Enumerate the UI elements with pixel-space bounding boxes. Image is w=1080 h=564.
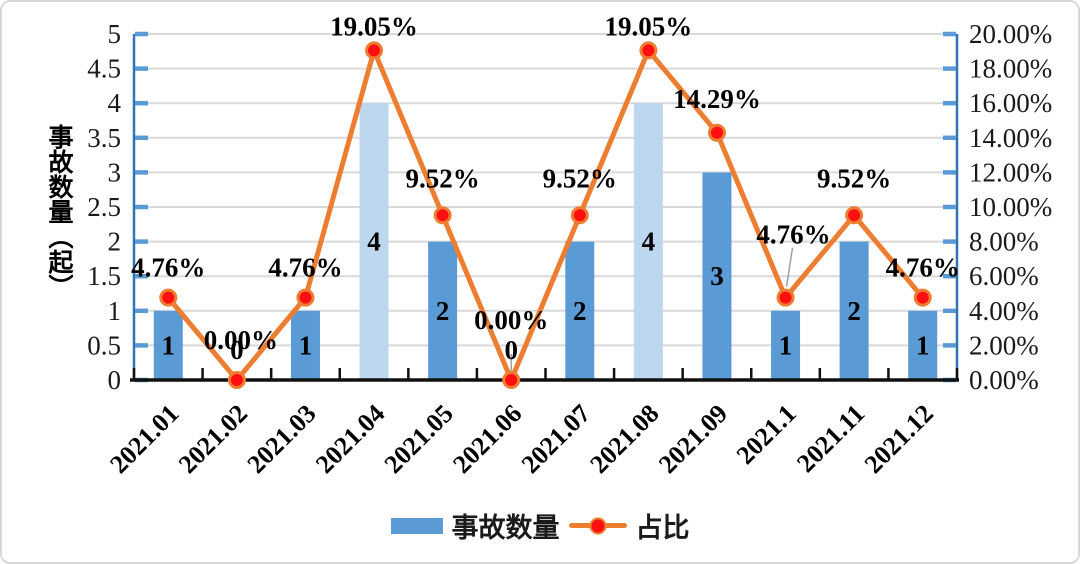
- bar: [153, 310, 183, 380]
- point-label: 0.00%: [474, 305, 548, 335]
- bar-value-label: 1: [162, 330, 176, 360]
- right-axis-tick-label: 4.00%: [969, 296, 1039, 326]
- x-axis-tick-label: 2021.1: [731, 399, 802, 470]
- legend-line-label: 占比: [635, 513, 690, 543]
- x-axis-tick-label: 2021.08: [584, 399, 664, 479]
- bar-value-label: 2: [436, 296, 450, 326]
- y-axis-title: 事故数量（起）: [45, 124, 72, 299]
- bar-value-label: 1: [916, 330, 930, 360]
- bar: [908, 310, 938, 380]
- left-axis-tick-label: 1.5: [87, 261, 121, 291]
- bar-value-label: 2: [847, 296, 861, 326]
- right-axis-tick-label: 0.00%: [969, 365, 1039, 395]
- bar: [771, 310, 801, 380]
- right-axis-tick-label: 10.00%: [969, 192, 1052, 222]
- point-label: 9.52%: [817, 163, 891, 193]
- line-marker: [433, 206, 452, 225]
- bar: [290, 310, 320, 380]
- right-axis-tick-label: 16.00%: [969, 88, 1052, 118]
- legend-bar-swatch-icon: [390, 517, 443, 534]
- x-axis-tick-label: 2021.07: [516, 399, 596, 479]
- x-axis-tick-label: 2021.03: [241, 399, 321, 479]
- right-axis-tick-label: 14.00%: [969, 123, 1052, 153]
- bar-value-label: 0: [504, 335, 518, 365]
- point-label: 0.00%: [204, 325, 278, 355]
- left-axis-tick-label: 5: [108, 19, 122, 49]
- leader-line: [785, 247, 794, 287]
- right-axis-tick-label: 6.00%: [969, 261, 1039, 291]
- point-label: 4.76%: [886, 253, 960, 283]
- legend: 事故数量 占比: [2, 506, 1078, 545]
- bar-value-label: 1: [779, 330, 793, 360]
- line-marker: [776, 288, 795, 307]
- bar-value-label: 1: [299, 330, 313, 360]
- x-axis-tick-label: 2021.01: [104, 399, 184, 479]
- x-axis-tick-label: 2021.02: [173, 399, 253, 479]
- line-series: [165, 47, 926, 383]
- x-axis-tick-label: 2021.11: [791, 399, 870, 478]
- x-axis-tick-label: 2021.05: [379, 399, 459, 479]
- right-axis-tick-label: 18.00%: [969, 54, 1052, 84]
- left-axis-tick-label: 0.5: [87, 330, 121, 360]
- bar-value-label: 2: [573, 296, 587, 326]
- bar-value-label: 3: [710, 261, 724, 291]
- point-label: 4.76%: [268, 253, 342, 283]
- line-marker: [502, 371, 521, 389]
- right-axis-tick-label: 12.00%: [969, 157, 1052, 187]
- right-axis-tick-label: 8.00%: [969, 227, 1039, 257]
- x-axis-tick-label: 2021.12: [859, 399, 939, 479]
- left-axis-tick-label: 2.5: [87, 192, 121, 222]
- point-label: 4.76%: [756, 220, 830, 250]
- line-marker: [707, 123, 726, 142]
- line-marker: [159, 288, 178, 307]
- left-axis-tick-label: 0: [108, 365, 122, 395]
- x-axis-tick-label: 2021.04: [310, 399, 390, 479]
- left-axis-tick-label: 3: [108, 157, 122, 187]
- x-axis-tick-label: 2021.09: [653, 399, 733, 479]
- point-label: 9.52%: [406, 163, 480, 193]
- right-axis-tick-label: 20.00%: [969, 19, 1052, 49]
- bar: [702, 172, 732, 380]
- bar: [565, 241, 595, 380]
- left-axis-tick-label: 1: [108, 296, 122, 326]
- line-marker: [845, 206, 864, 225]
- bar: [633, 103, 663, 380]
- line-marker: [227, 371, 246, 389]
- line-marker: [570, 206, 589, 225]
- left-axis-tick-label: 4.5: [87, 54, 121, 84]
- left-axis-tick-label: 3.5: [87, 123, 121, 153]
- x-axis-tick-label: 2021.06: [447, 399, 527, 479]
- legend-line-swatch-icon: [568, 517, 627, 534]
- bar-value-label: 4: [367, 227, 381, 257]
- point-label: 19.05%: [330, 11, 418, 41]
- line-marker: [296, 288, 315, 307]
- point-label: 14.29%: [673, 84, 761, 114]
- legend-line-dot-icon: [589, 517, 606, 534]
- line-marker: [639, 41, 658, 60]
- left-axis-tick-label: 2: [108, 227, 122, 257]
- right-axis-tick-label: 2.00%: [969, 330, 1039, 360]
- bar-value-label: 4: [642, 227, 656, 257]
- bar-value-label: 0: [230, 335, 244, 365]
- line-marker: [365, 41, 384, 60]
- bar: [359, 103, 389, 380]
- point-label: 19.05%: [605, 11, 693, 41]
- left-axis-tick-label: 4: [108, 88, 122, 118]
- point-label: 9.52%: [543, 163, 617, 193]
- line-marker: [913, 288, 932, 307]
- bar: [428, 241, 458, 380]
- legend-bar-label: 事故数量: [451, 513, 560, 543]
- bar: [839, 241, 869, 380]
- point-label: 4.76%: [131, 253, 205, 283]
